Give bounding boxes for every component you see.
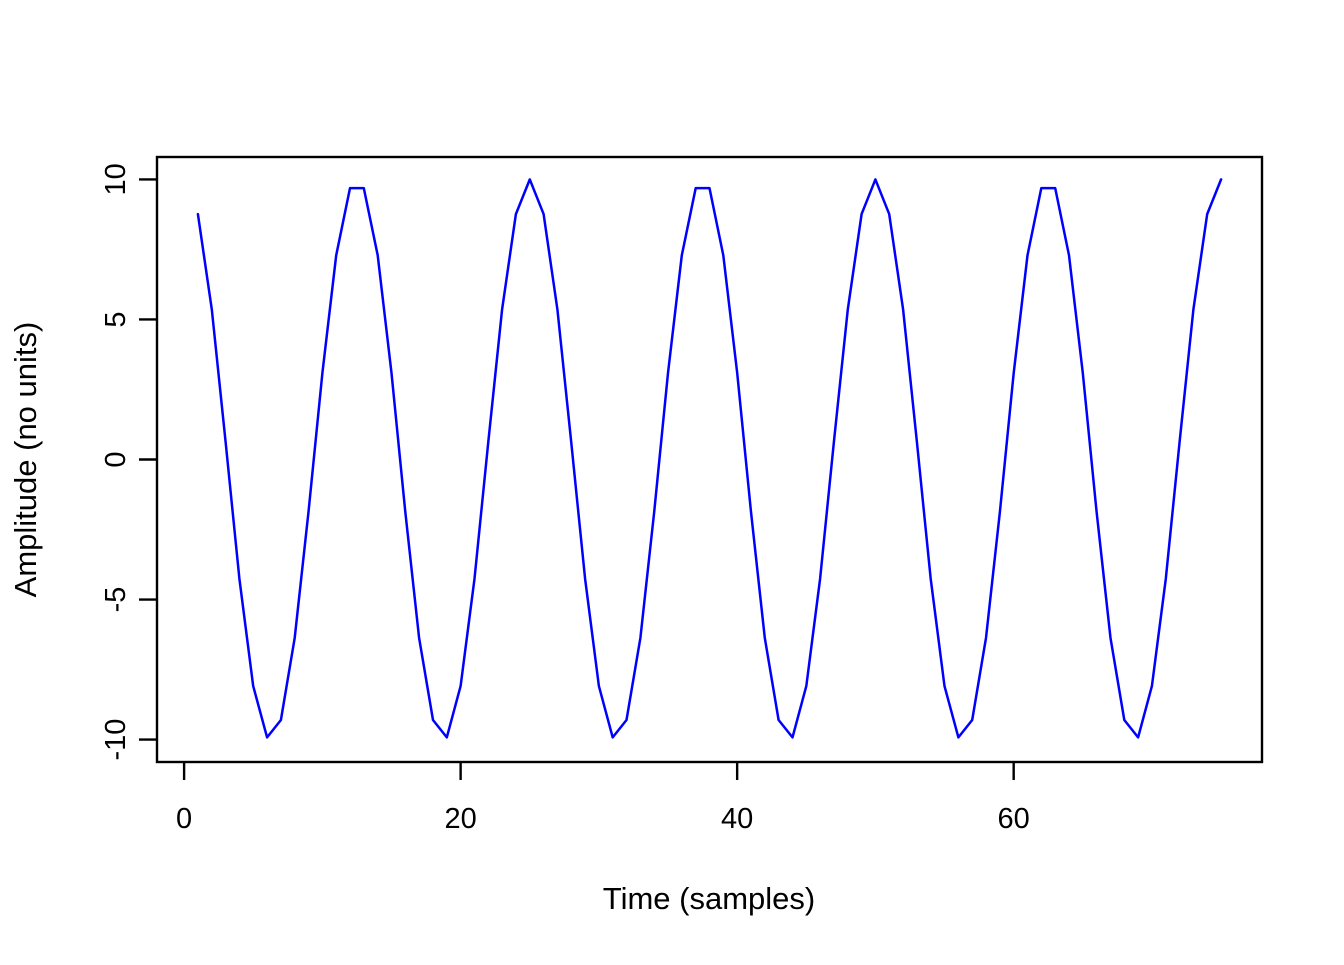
x-axis-tick-label: 0 (176, 803, 192, 835)
y-axis-tick-label: -5 (100, 587, 132, 613)
y-axis-ticks: -10 -5 0 5 10 (100, 163, 157, 761)
y-axis-title: Amplitude (no units) (8, 322, 43, 598)
y-axis-tick-label: -10 (100, 719, 132, 761)
y-axis-tick-label: 5 (100, 311, 132, 327)
line-series (196, 178, 1223, 739)
y-axis-tick-label: 0 (100, 451, 132, 467)
x-axis-ticks: 0 20 40 60 (176, 762, 1030, 835)
x-axis-tick-label: 40 (721, 803, 753, 835)
x-axis-tick-label: 60 (998, 803, 1030, 835)
y-axis-tick-label: 10 (100, 163, 132, 195)
plot-box (155, 155, 1264, 764)
x-axis-title: Time (samples) (603, 881, 815, 916)
waveform-line (196, 178, 1223, 739)
x-axis-tick-label: 20 (444, 803, 476, 835)
